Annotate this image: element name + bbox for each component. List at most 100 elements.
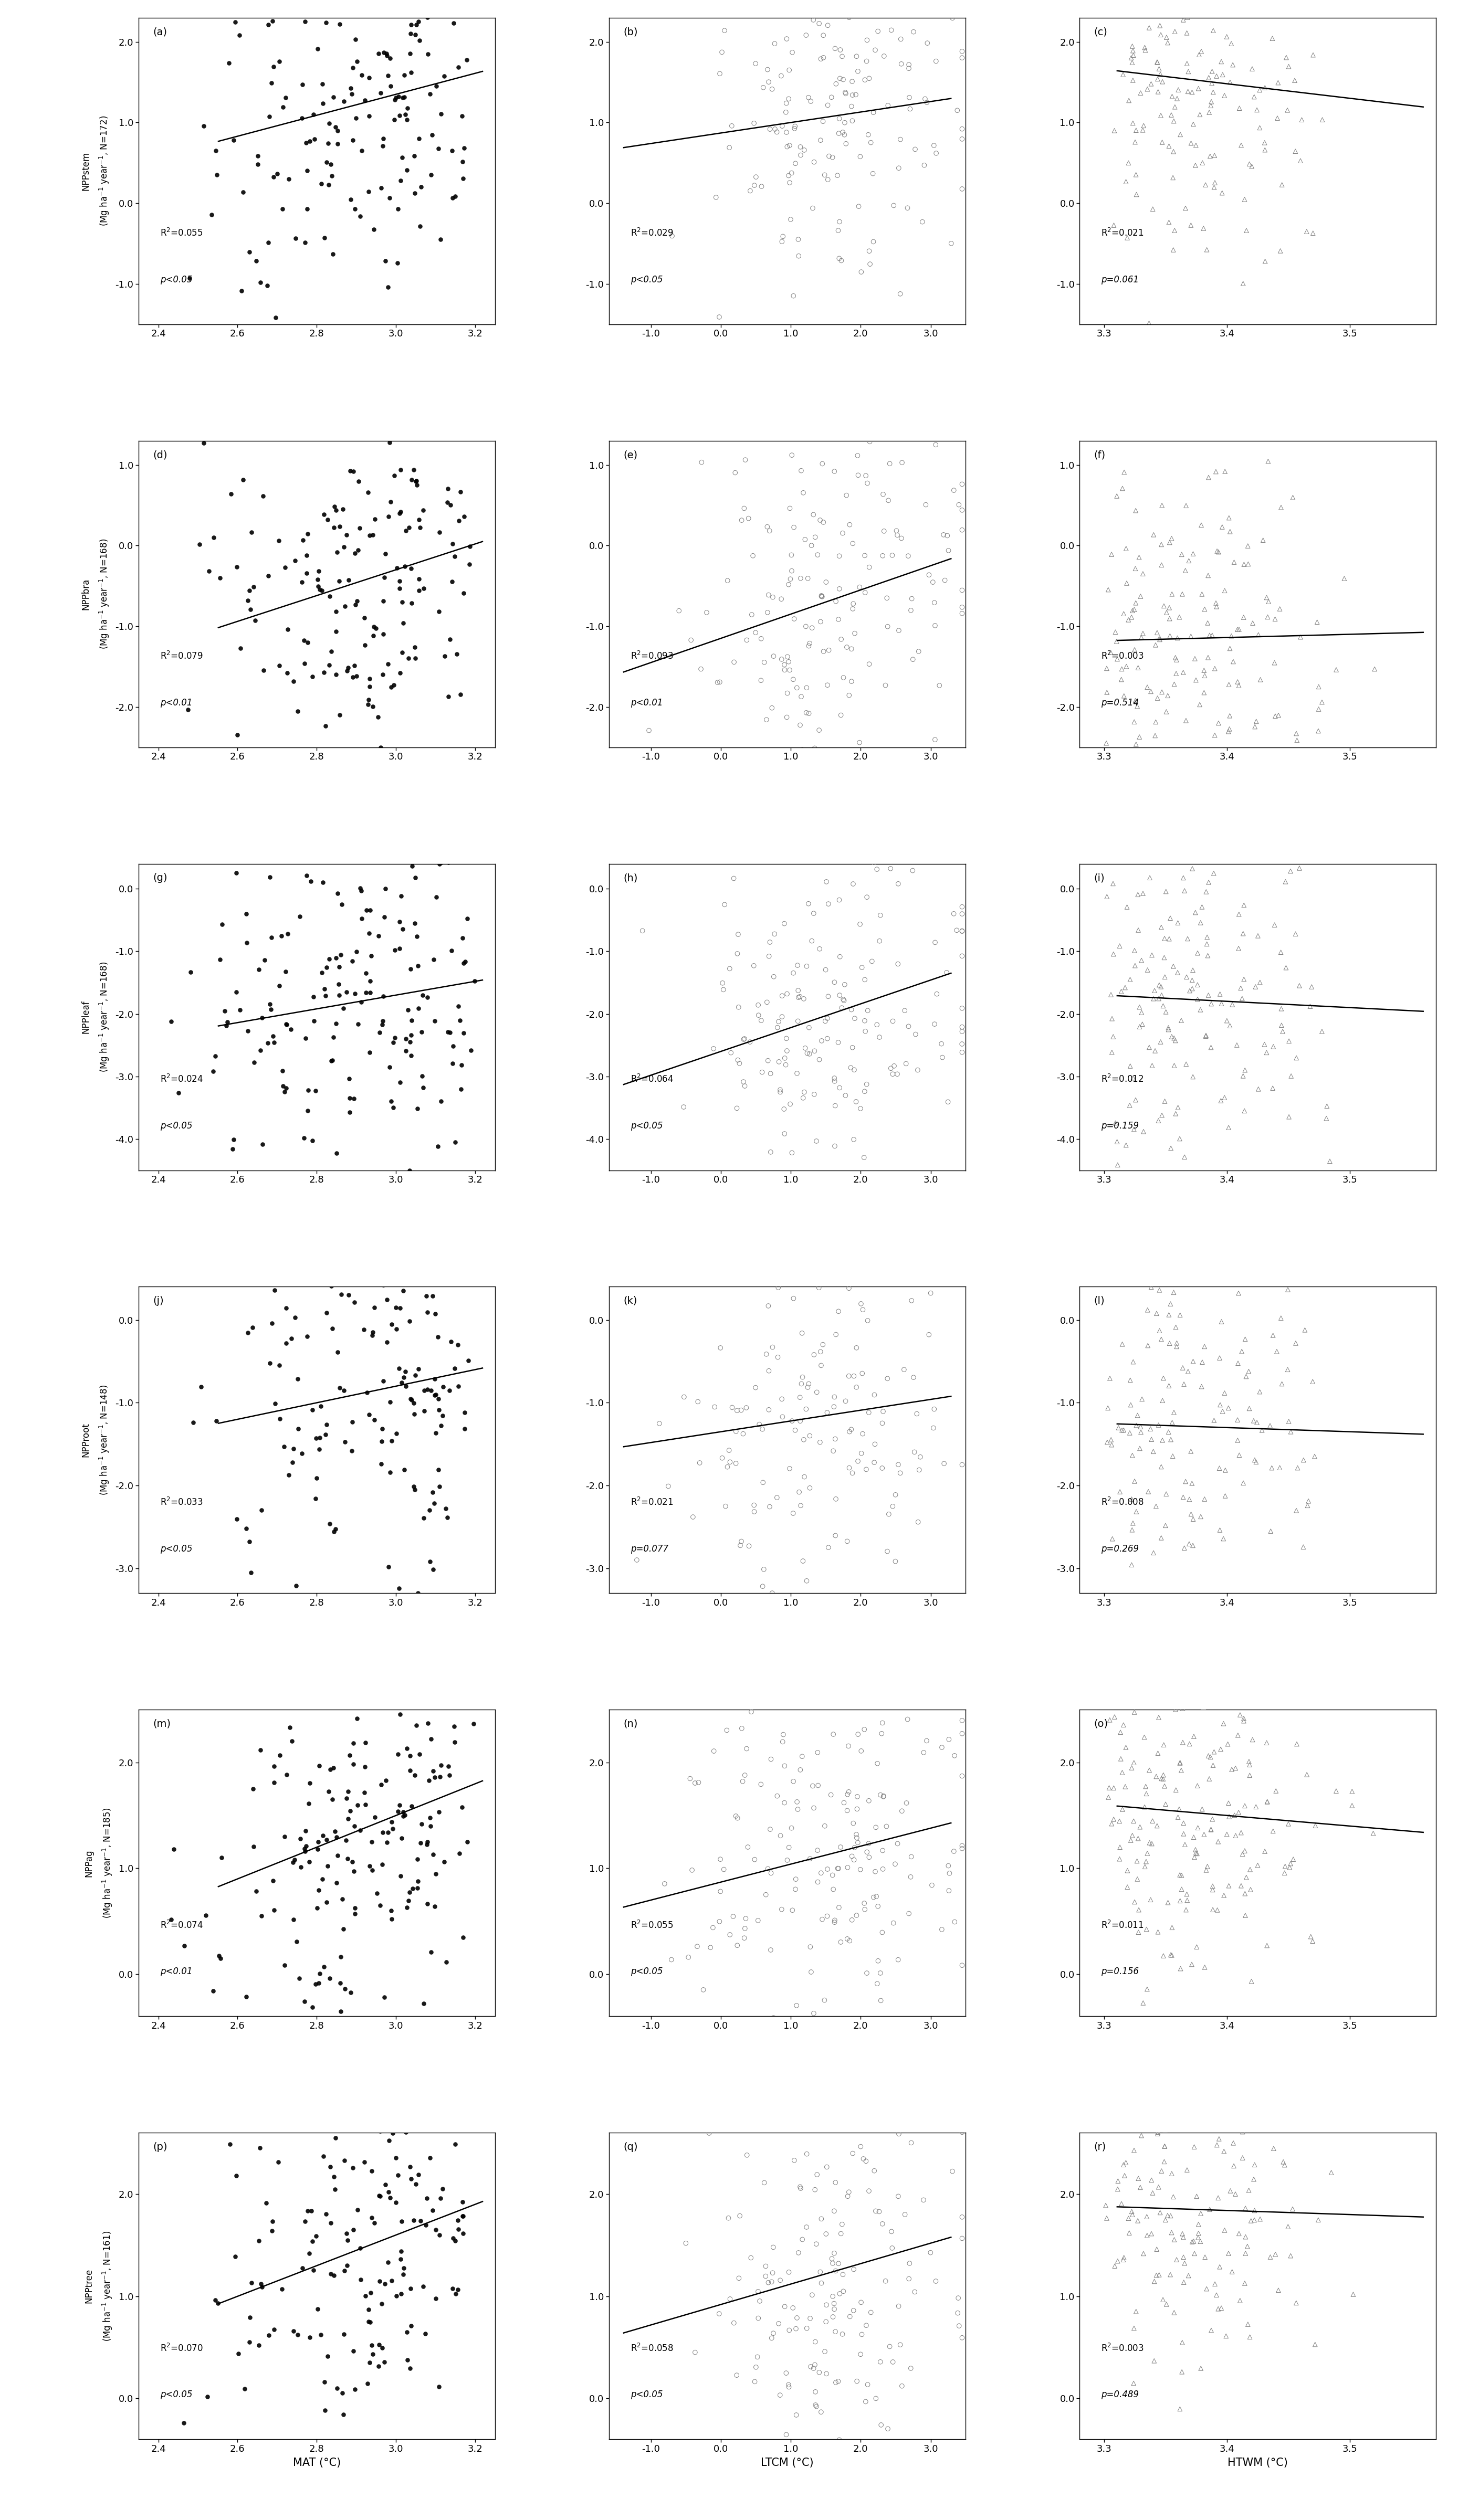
Point [1270, 164, 1293, 204]
Point [799, 1840, 822, 1880]
Point [872, 1777, 895, 1817]
Point [886, 2114, 910, 2155]
Point [1185, 1928, 1209, 1968]
Point [381, 1303, 404, 1343]
Point [1257, 2079, 1280, 2119]
Point [1190, 575, 1213, 615]
Point [1131, 874, 1155, 915]
Point [1175, 43, 1198, 83]
Point [770, 1890, 793, 1930]
Point [1194, 164, 1217, 204]
Point [1232, 960, 1255, 1000]
Point [850, 1283, 873, 1323]
Point [249, 2263, 273, 2303]
Point [416, 978, 439, 1018]
Point [398, 1152, 421, 1192]
Point [668, 590, 691, 630]
Point [162, 1830, 185, 1870]
Text: p<0.05: p<0.05 [630, 275, 663, 285]
Point [424, 2210, 448, 2250]
Point [388, 1348, 411, 1389]
Point [923, 922, 946, 963]
Point [328, 1963, 351, 2003]
Point [452, 1918, 475, 1958]
Point [381, 1583, 404, 1623]
Point [236, 1011, 260, 1051]
Point [779, 489, 802, 529]
Point [262, 1270, 286, 1310]
Point [1133, 1847, 1156, 1887]
Point [448, 396, 471, 436]
Point [407, 1860, 430, 1900]
Point [1203, 166, 1226, 207]
Point [1182, 2127, 1206, 2167]
Point [1152, 1358, 1175, 1399]
Point [343, 1807, 366, 1847]
Point [1124, 2291, 1147, 2331]
Point [853, 1882, 876, 1923]
Point [1203, 1401, 1226, 1441]
Point [722, 643, 745, 683]
Point [340, 1973, 363, 2013]
Point [360, 1850, 383, 1890]
Point [802, 1993, 825, 2034]
Point [1248, 71, 1271, 111]
Point [1153, 1767, 1177, 1807]
Point [776, 1840, 799, 1880]
Point [418, 1797, 442, 1837]
Point [872, 1850, 895, 1890]
Text: (m): (m) [153, 1719, 171, 1729]
Point [866, 1744, 889, 1784]
Point [746, 2336, 770, 2376]
Point [1120, 1819, 1143, 1860]
Point [895, 2079, 919, 2119]
Point [1182, 2041, 1206, 2082]
Point [427, 592, 451, 633]
Point [426, 1126, 449, 1167]
Point [1145, 1293, 1168, 1333]
Point [779, 1084, 802, 1124]
Point [853, 1071, 876, 1111]
Point [824, 1900, 847, 1940]
Point [1168, 1119, 1191, 1159]
Point [1168, 1741, 1191, 1782]
Point [764, 108, 787, 149]
Text: p<0.05: p<0.05 [160, 1121, 192, 1131]
Point [443, 1348, 467, 1389]
Point [846, 436, 869, 476]
Point [1220, 1749, 1244, 1789]
Point [1123, 2308, 1146, 2349]
Point [830, 988, 853, 1028]
Point [1153, 2200, 1177, 2240]
Point [1108, 925, 1131, 965]
Point [1130, 1378, 1153, 1419]
Point [841, 2291, 865, 2331]
Point [824, 2361, 847, 2402]
Point [1153, 2127, 1177, 2167]
Point [1248, 108, 1271, 149]
Point [945, 910, 968, 950]
Point [1248, 1371, 1271, 1411]
Point [1209, 2248, 1232, 2288]
Point [1203, 2263, 1226, 2303]
Point [1350, 1945, 1373, 1986]
Point [776, 673, 799, 713]
Point [900, 1857, 923, 1898]
Point [763, 635, 786, 675]
Point [783, 2139, 806, 2180]
Point [1273, 2145, 1296, 2185]
Point [1201, 1746, 1225, 1787]
Point [924, 423, 948, 464]
Point [951, 2218, 974, 2258]
Point [1145, 2008, 1168, 2049]
Point [1098, 1875, 1121, 1915]
Point [364, 1678, 388, 1719]
Point [812, 501, 835, 542]
Point [786, 1789, 809, 1830]
Point [1156, 2195, 1180, 2235]
Point [232, 171, 255, 212]
Point [841, 76, 865, 116]
Point [353, 597, 376, 638]
Point [239, 512, 262, 552]
Point [370, 1845, 394, 1885]
